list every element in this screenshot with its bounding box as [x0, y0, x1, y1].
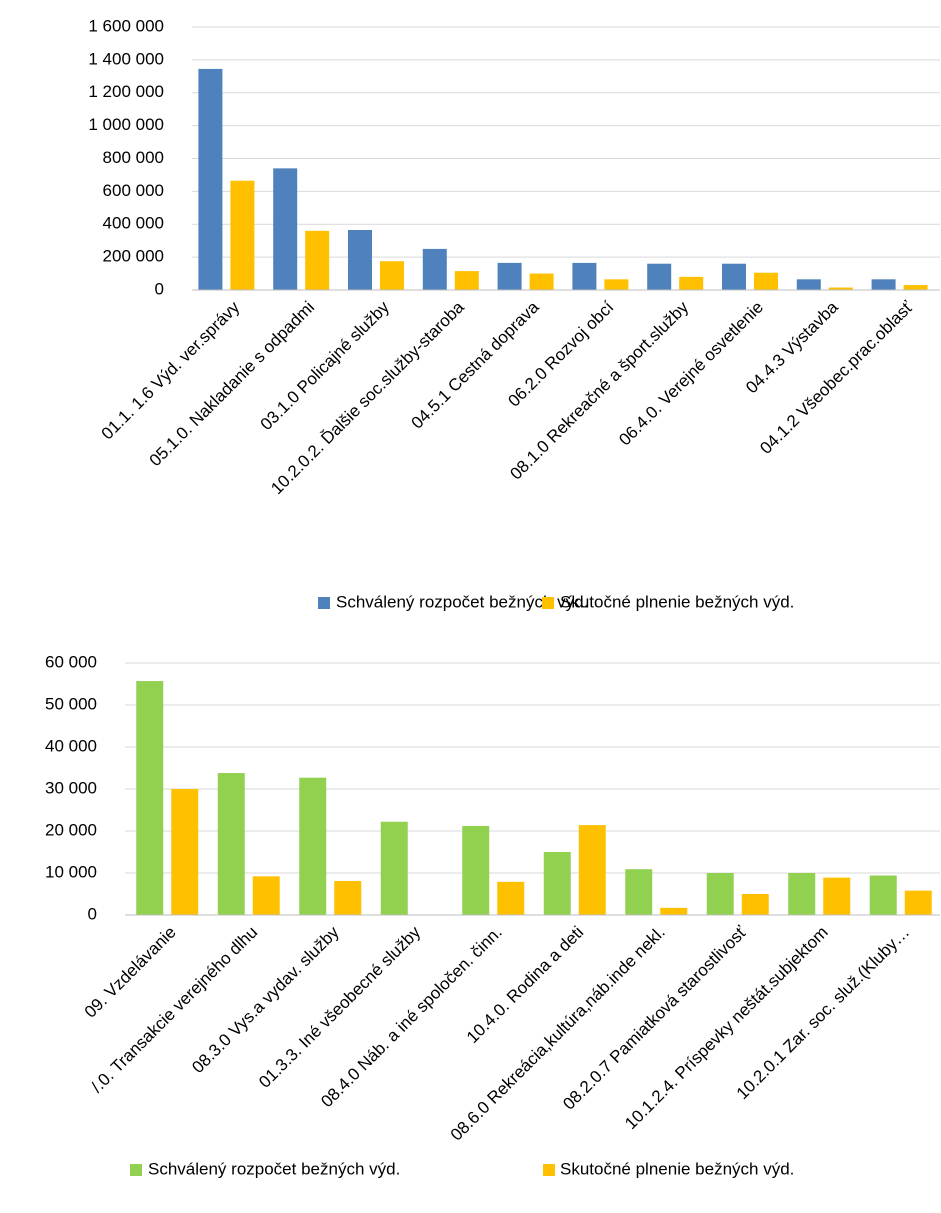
x-tick-label: /.0. Transakcie verejného dlhu — [87, 923, 261, 1097]
y-tick-label: 1 600 000 — [88, 16, 164, 35]
bar — [462, 825, 490, 915]
bar — [497, 881, 525, 915]
x-tick-label: 08.3.0 Vys.a vydav. služby — [188, 922, 343, 1077]
bar — [334, 880, 362, 915]
bar — [299, 777, 327, 915]
y-tick-label: 40 000 — [45, 736, 97, 755]
bar — [741, 894, 769, 915]
legend-label: Skutočné plnenie bežných výd. — [560, 592, 794, 611]
x-tick-label: 03.1.0 Policajné služby — [257, 297, 394, 434]
bar — [198, 68, 223, 291]
legend-swatch — [130, 1164, 142, 1176]
legend-swatch — [318, 597, 330, 609]
bar — [380, 261, 404, 290]
bar — [422, 248, 447, 290]
legend-label: Skutočné plnenie bežných výd. — [560, 1159, 794, 1178]
bar — [273, 168, 298, 290]
bar — [869, 875, 897, 915]
x-tick-label: 04.5.1 Cestná doprava — [408, 297, 543, 432]
bar — [380, 821, 408, 915]
bar — [578, 825, 606, 915]
bar — [903, 285, 928, 290]
bar — [252, 876, 280, 915]
bar — [217, 773, 245, 915]
bar — [171, 789, 199, 915]
legend-swatch — [543, 1164, 555, 1176]
bar — [904, 890, 932, 915]
legend-label: Schválený rozpočet bežných výd. — [336, 592, 588, 611]
x-tick-label: 10.2.0.1 Zar. soc. služ.(Kluby… — [733, 923, 913, 1103]
y-tick-label: 1 200 000 — [88, 82, 164, 101]
x-tick-label: 01.3.3. Iné všeobecné služby — [255, 922, 424, 1091]
bar — [454, 271, 479, 290]
bar — [348, 230, 372, 290]
bar — [722, 263, 746, 290]
bar — [497, 262, 522, 290]
bar — [136, 681, 164, 915]
y-tick-label: 400 000 — [103, 214, 164, 233]
bar — [543, 852, 571, 915]
y-tick-label: 800 000 — [103, 148, 164, 167]
y-tick-label: 20 000 — [45, 820, 97, 839]
bar — [796, 279, 821, 290]
bar — [572, 262, 597, 290]
bar — [647, 263, 672, 290]
y-tick-label: 50 000 — [45, 694, 97, 713]
bar — [788, 873, 816, 915]
legend-label: Schválený rozpočet bežných výd. — [148, 1159, 400, 1178]
bar — [604, 279, 629, 290]
y-tick-label: 600 000 — [103, 181, 164, 200]
y-tick-label: 10 000 — [45, 862, 97, 881]
y-tick-label: 200 000 — [103, 247, 164, 266]
bar — [625, 869, 653, 915]
bar — [828, 287, 853, 290]
bar — [754, 272, 778, 290]
bar — [529, 273, 554, 290]
x-tick-label: 06.4.0. Verejné osvetlenie — [615, 298, 767, 450]
bar — [823, 877, 851, 915]
y-tick-label: 1 400 000 — [88, 49, 164, 68]
bar — [660, 907, 688, 915]
bar — [305, 230, 330, 290]
legend-swatch — [542, 597, 554, 609]
y-tick-label: 0 — [88, 904, 97, 923]
bar — [230, 180, 255, 290]
x-tick-label: 01.1. 1.6 Výd. ver.správy — [98, 297, 244, 443]
bar — [679, 276, 704, 290]
y-tick-label: 60 000 — [45, 652, 97, 671]
y-tick-label: 1 000 000 — [88, 115, 164, 134]
x-tick-label: 04.1.2 Všeobec.prac.oblasť — [756, 297, 917, 458]
bar — [871, 279, 896, 290]
y-tick-label: 30 000 — [45, 778, 97, 797]
y-tick-label: 0 — [155, 279, 164, 298]
x-tick-label: 08.4.0 Náb. a iné spoločen. činn. — [317, 923, 506, 1112]
bar — [706, 873, 734, 915]
